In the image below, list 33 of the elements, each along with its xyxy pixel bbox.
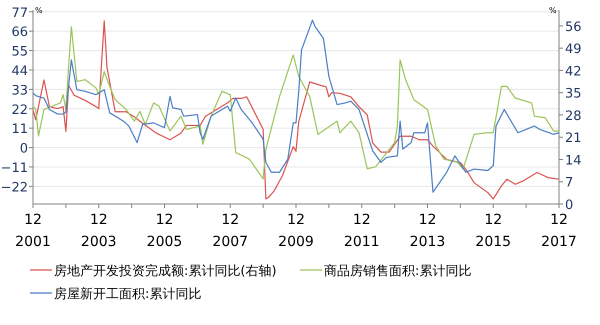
x-tick-label: 12 2007 [212, 212, 248, 250]
y-tick-label: 77 [11, 6, 28, 21]
y-tick-label: 55 [11, 44, 28, 60]
y2-tick-label: 35 [565, 86, 582, 102]
x-tick-label: 12 2015 [475, 212, 512, 250]
y2-tick-label: 14 [565, 153, 582, 168]
y2-tick-label: 49 [565, 42, 582, 58]
y-axis-title: % [35, 6, 43, 15]
y2-tick-label: 21 [565, 131, 582, 146]
x-tick-label: 12 2003 [80, 212, 117, 250]
x-tick-label: 12 2005 [146, 212, 182, 250]
y-tick-label: 44 [11, 64, 28, 79]
y2-tick-label: 42 [565, 64, 582, 80]
x-tick-label: 12 2017 [541, 212, 577, 250]
y2-axis-title: % [549, 6, 557, 15]
x-tick-label: 12 2001 [15, 212, 51, 250]
y-tick-label: 66 [11, 25, 28, 40]
y-tick-label: 33 [11, 83, 28, 98]
y-tick-label: −11 [0, 160, 28, 176]
x-tick-label: 12 2011 [344, 212, 380, 250]
y2-tick-label: 7 [565, 176, 574, 191]
y-tick-label: 0 [20, 142, 28, 157]
y-tick-label: 11 [11, 122, 28, 138]
legend-label: 房地产开发投资完成额:累计同比(右轴) [54, 263, 277, 279]
x-tick-label: 12 2013 [410, 212, 446, 250]
legend-label: 房屋新开工面积:累计同比 [54, 286, 202, 302]
y-tick-label: −22 [0, 180, 28, 196]
y-tick-label: 22 [11, 102, 28, 118]
y2-tick-label: 56 [565, 20, 582, 35]
x-tick-label: 12 2009 [278, 212, 314, 250]
legend-label: 商品房销售面积:累计同比 [324, 263, 472, 279]
y2-tick-label: 0 [565, 198, 574, 213]
y2-tick-label: 28 [565, 108, 582, 124]
